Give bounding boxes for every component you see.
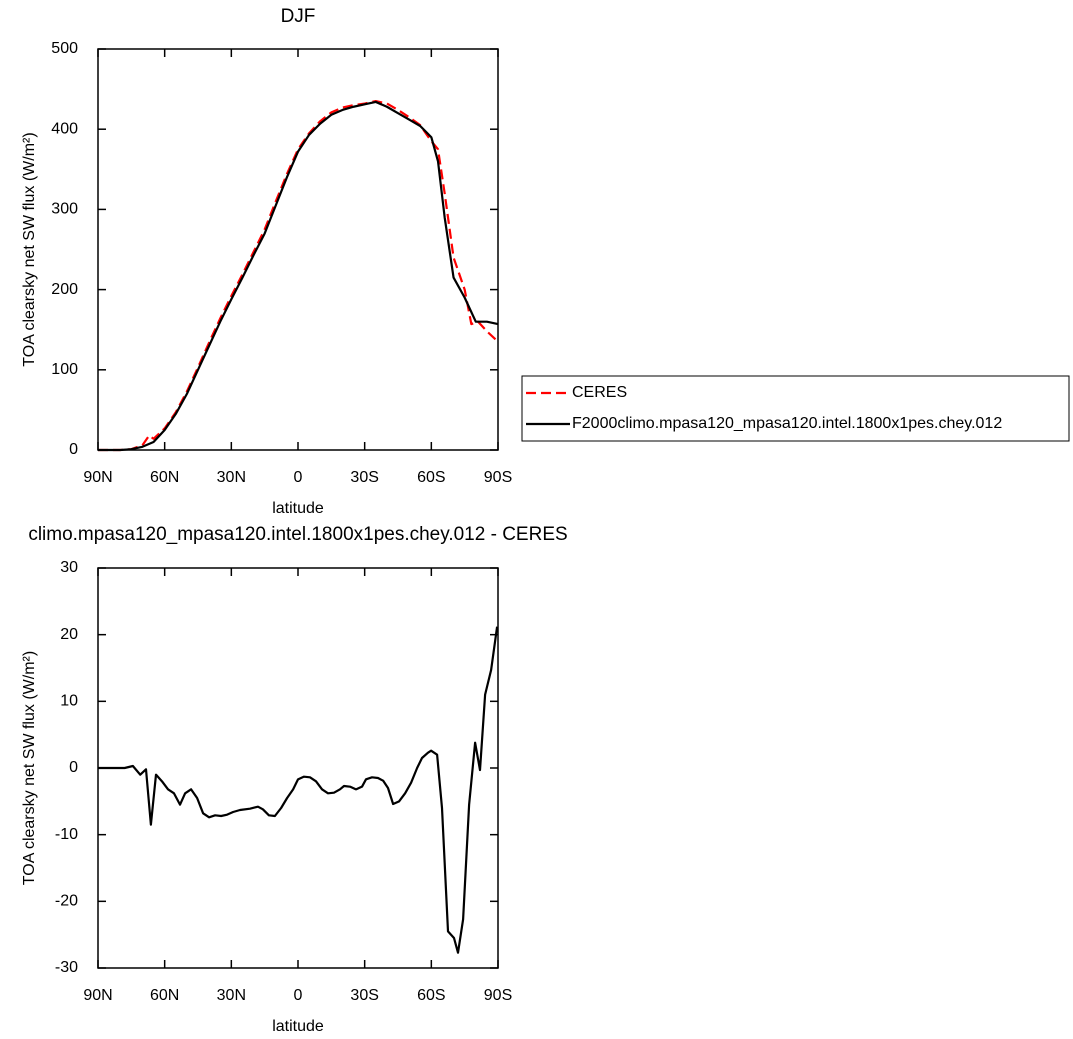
legend-label: CERES <box>572 384 627 401</box>
y-tick-label: 400 <box>51 120 78 137</box>
y-tick-label: -30 <box>55 959 78 976</box>
x-tick-label: 60S <box>417 469 445 486</box>
x-tick-label: 30N <box>217 987 246 1004</box>
plot-frame <box>97 48 499 451</box>
y-tick-label: 10 <box>60 693 78 710</box>
x-tick-label: 60N <box>150 987 179 1004</box>
x-tick-label: 30S <box>350 469 378 486</box>
x-tick-label: 90S <box>484 987 512 1004</box>
legend-label: F2000climo.mpasa120_mpasa120.intel.1800x… <box>572 415 1002 432</box>
y-axis-label: TOA clearsky net SW flux (W/m²) <box>21 132 38 366</box>
legend-box <box>521 375 1070 442</box>
y-tick-label: 300 <box>51 201 78 218</box>
y-tick-label: 100 <box>51 361 78 378</box>
y-tick-label: 0 <box>69 441 78 458</box>
plot-frame <box>97 567 499 969</box>
y-axis-label: TOA clearsky net SW flux (W/m²) <box>21 651 38 885</box>
x-axis-label: latitude <box>272 500 324 517</box>
data-line <box>98 100 499 452</box>
y-tick-label: 20 <box>60 626 78 643</box>
y-tick-label: -10 <box>55 826 78 843</box>
x-tick-label: 0 <box>294 469 303 486</box>
x-axis-label: latitude <box>272 1018 324 1035</box>
x-tick-label: 30N <box>217 469 246 486</box>
x-tick-label: 90N <box>83 469 112 486</box>
y-tick-label: 0 <box>69 759 78 776</box>
data-line <box>98 100 499 452</box>
chart-title: DJF <box>281 6 316 27</box>
x-tick-label: 0 <box>294 987 303 1004</box>
data-line <box>98 626 499 954</box>
x-tick-label: 30S <box>350 987 378 1004</box>
x-tick-label: 90N <box>83 987 112 1004</box>
y-tick-label: 500 <box>51 40 78 57</box>
x-tick-label: 90S <box>484 469 512 486</box>
y-tick-label: -20 <box>55 893 78 910</box>
chart-title: climo.mpasa120_mpasa120.intel.1800x1pes.… <box>28 524 567 545</box>
y-tick-label: 30 <box>60 559 78 576</box>
y-tick-label: 200 <box>51 281 78 298</box>
x-tick-label: 60S <box>417 987 445 1004</box>
x-tick-label: 60N <box>150 469 179 486</box>
